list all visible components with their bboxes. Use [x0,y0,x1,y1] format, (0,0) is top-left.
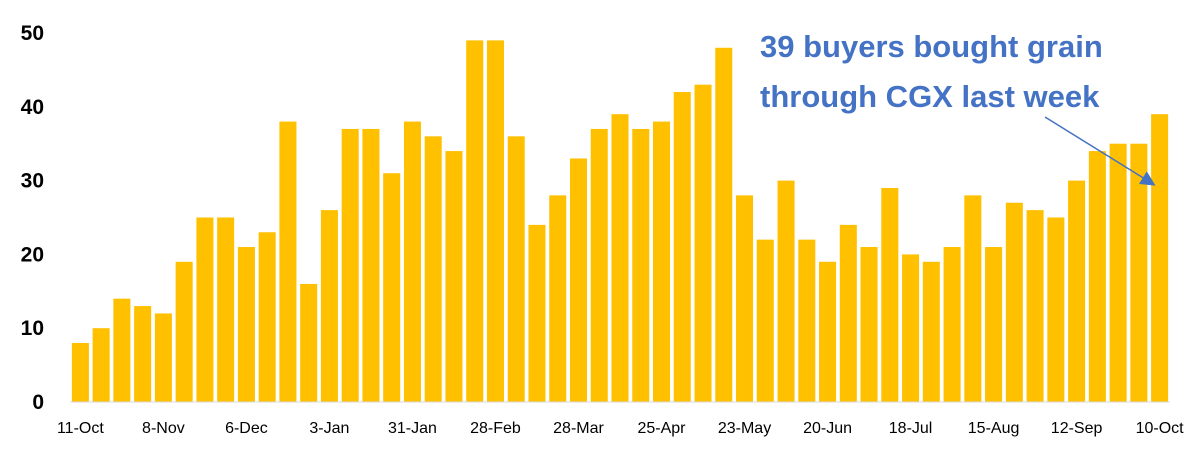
bar [756,239,774,402]
bar [424,136,442,402]
bar [860,247,878,402]
annotation-line-1: 39 buyers bought grain [760,29,1103,64]
bar [1088,151,1106,402]
bar [673,92,691,402]
bar [694,84,712,402]
bar [1005,202,1023,402]
x-tick-label: 11-Oct [57,420,104,437]
bar [777,180,795,402]
x-tick-label: 25-Apr [637,420,686,437]
bar [300,283,318,402]
bar [341,128,359,402]
bar [798,239,816,402]
x-tick-label: 28-Mar [553,420,604,437]
bar [92,328,110,402]
bar [71,342,89,402]
annotation-text: 39 buyers bought grain through CGX last … [760,22,1180,122]
bar [549,195,567,402]
bar [985,247,1003,402]
bar [175,261,193,402]
bar [964,195,982,402]
x-tick-label: 23-May [718,420,771,437]
bar [590,128,608,402]
bar [403,121,421,402]
y-tick-label: 10 [21,317,44,340]
bar [237,247,255,402]
bar [632,128,650,402]
bar [217,217,235,402]
y-axis: 0 10 20 30 40 50 [21,22,44,414]
bar [113,298,131,402]
x-tick-label: 3-Jan [309,420,349,437]
bar [1151,114,1169,403]
bar [134,306,152,402]
bar [881,187,899,402]
arrow-line [1044,116,1156,186]
x-tick-label: 31-Jan [388,420,437,437]
annotation-arrow [1044,116,1156,186]
bar [507,136,525,402]
bar [258,232,276,402]
bar [922,261,940,402]
bar [486,40,504,402]
y-tick-label: 50 [21,22,44,45]
x-tick-label: 18-Jul [889,420,933,437]
y-tick-label: 40 [21,96,44,119]
bar [611,114,629,403]
bar [943,247,961,402]
x-tick-label: 12-Sep [1051,420,1103,437]
bar [1047,217,1065,402]
bar [569,158,587,402]
x-tick-label: 20-Jun [803,420,852,437]
bar [715,47,733,402]
x-axis: 11-Oct 8-Nov 6-Dec 3-Jan 31-Jan 28-Feb 28-Mar 2… [57,420,1184,437]
annotation-line-2: through CGX last week [760,79,1100,114]
bar [1130,143,1148,402]
bar [736,195,754,402]
bar [819,261,837,402]
bar [839,224,857,402]
bar [1068,180,1086,402]
bar [902,254,920,402]
bar [154,313,172,402]
bar [1109,143,1127,402]
x-tick-label: 6-Dec [225,420,268,437]
bars-group [71,40,1169,403]
bar [653,121,671,402]
bar [320,210,338,402]
bar [196,217,214,402]
bar [528,224,546,402]
x-tick-label: 8-Nov [142,420,185,437]
x-tick-label: 10-Oct [1136,420,1185,437]
bar [466,40,484,402]
bar [362,128,380,402]
bar [383,173,401,402]
bar [445,151,463,402]
y-tick-label: 0 [32,391,44,414]
x-tick-label: 15-Aug [968,420,1020,437]
y-tick-label: 20 [21,243,44,266]
bar [279,121,297,402]
y-tick-label: 30 [21,170,44,193]
x-tick-label: 28-Feb [470,420,521,437]
bar [1026,210,1044,402]
